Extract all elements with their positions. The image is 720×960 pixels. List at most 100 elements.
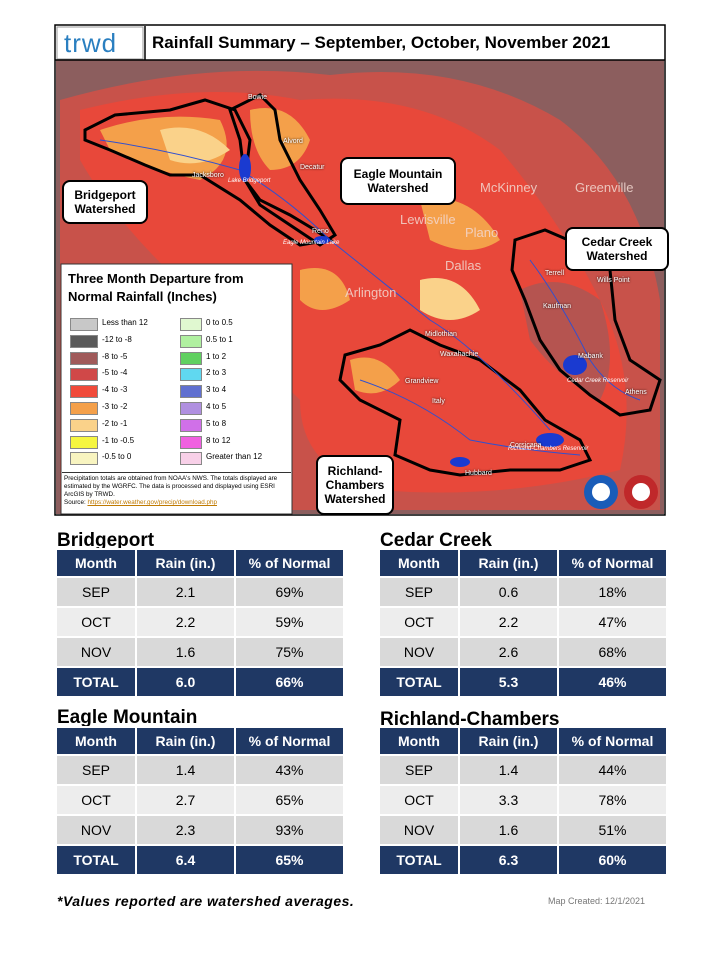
- total-cell: TOTAL: [55, 666, 137, 698]
- column-header: % of Normal: [557, 548, 668, 578]
- total-cell: 6.3: [458, 844, 559, 876]
- legend-label: -4 to -3: [102, 385, 128, 395]
- legend-swatch: [180, 351, 202, 365]
- legend-label: -12 to -8: [102, 334, 132, 344]
- column-header: Rain (in.): [135, 548, 236, 578]
- legend-swatch: [70, 452, 98, 466]
- data-table: Month Rain (in.)% of Normal SEP 2.1 69% OCT 2.…: [55, 548, 345, 698]
- total-cell: 5.3: [458, 666, 559, 698]
- city-label: Corsicana: [510, 442, 542, 449]
- total-cell: TOTAL: [378, 844, 460, 876]
- header-row: Month Rain (in.)% of Normal: [378, 548, 668, 578]
- total-cell: TOTAL: [378, 666, 460, 698]
- city-label: Reno: [312, 228, 329, 235]
- column-header: Month: [55, 726, 137, 756]
- legend-swatch: [180, 402, 202, 415]
- cell: 47%: [557, 606, 668, 638]
- source-url: https://water.weather.gov/precip/downloa…: [87, 499, 217, 506]
- legend-label: 2 to 3: [206, 368, 227, 378]
- city-label: Wills Point: [597, 277, 630, 284]
- total-cell: 66%: [234, 666, 345, 698]
- table-row: NOV 1.6 51%: [378, 814, 668, 846]
- legend-label: 0.5 to 1: [206, 334, 233, 344]
- table-row: SEP 1.4 44%: [378, 754, 668, 786]
- legend-label: -2 to -1: [102, 418, 128, 428]
- table-title: Richland-Chambers: [380, 709, 560, 730]
- total-row: TOTAL 6.3 60%: [378, 844, 668, 876]
- lake-label: Lake Bridgeport: [228, 178, 271, 184]
- column-header: Rain (in.): [458, 548, 559, 578]
- cell: 2.1: [135, 576, 236, 608]
- total-row: TOTAL 6.0 66%: [55, 666, 345, 698]
- place-label: Dallas: [445, 258, 482, 273]
- column-header: % of Normal: [234, 548, 345, 578]
- column-header: Month: [378, 548, 460, 578]
- source-label: Source:: [64, 499, 86, 506]
- place-label: Lewisville: [400, 212, 456, 227]
- legend-swatch: [70, 435, 98, 449]
- city-label: Decatur: [300, 164, 325, 171]
- legend-note: Precipitation totals are obtained from N…: [64, 475, 289, 507]
- cell: SEP: [378, 754, 460, 786]
- note: Precipitation totals are obtained from N…: [64, 475, 278, 498]
- city-label: Terrell: [545, 270, 565, 277]
- lake-label: Cedar Creek Reservoir: [567, 378, 629, 384]
- table-title: Bridgeport: [57, 530, 155, 551]
- header-row: Month Rain (in.)% of Normal: [55, 548, 345, 578]
- city-label: Alvord: [283, 138, 303, 145]
- legend-label: -0.5 to 0: [102, 452, 132, 462]
- cell: 59%: [234, 606, 345, 638]
- table-row: SEP 2.1 69%: [55, 576, 345, 608]
- cell: 1.6: [135, 636, 236, 668]
- legend-label: 8 to 12: [206, 435, 231, 445]
- cell: 0.6: [458, 576, 559, 608]
- data-table: Month Rain (in.)% of Normal SEP 0.6 18% OCT 2.…: [378, 548, 668, 698]
- cell: OCT: [378, 784, 460, 816]
- cell: 75%: [234, 636, 345, 668]
- cell: 43%: [234, 754, 345, 786]
- legend-swatch: [70, 351, 98, 365]
- cell: SEP: [378, 576, 460, 608]
- column-header: Month: [55, 548, 137, 578]
- table-row: OCT 2.2 47%: [378, 606, 668, 638]
- table-row: NOV 2.3 93%: [55, 814, 345, 846]
- city-label: Kaufman: [543, 303, 572, 310]
- cell: 1.6: [458, 814, 559, 846]
- legend-label: 3 to 4: [206, 385, 227, 395]
- legend-label: -3 to -2: [102, 402, 128, 411]
- total-cell: 60%: [557, 844, 668, 876]
- cell: 2.2: [135, 606, 236, 638]
- legend-swatch: [180, 418, 202, 432]
- table-row: NOV 1.6 75%: [55, 636, 345, 668]
- place-label: Plano: [465, 225, 499, 240]
- legend-swatch: [70, 402, 98, 415]
- legend-label: 5 to 8: [206, 418, 227, 428]
- cell: 3.3: [458, 784, 559, 816]
- cell: SEP: [55, 576, 137, 608]
- column-header: Month: [378, 726, 460, 756]
- legend-label: -5 to -4: [102, 368, 128, 378]
- header-row: Month Rain (in.)% of Normal: [378, 726, 668, 756]
- cell: 18%: [557, 576, 668, 608]
- legend-label: 1 to 2: [206, 351, 227, 361]
- cell: 51%: [557, 814, 668, 846]
- place-label: Greenville: [575, 180, 634, 195]
- legend-swatch: [180, 435, 202, 449]
- column-header: Rain (in.): [135, 726, 236, 756]
- legend-label: 0 to 0.5: [206, 318, 233, 327]
- legend-swatch: [70, 418, 98, 432]
- legend-swatch: [70, 334, 98, 348]
- legend-title: Three Month Departure from Normal Rainfa…: [68, 271, 244, 304]
- callout: Eagle Mountain Watershed: [340, 157, 456, 205]
- place-label: McKinney: [480, 180, 538, 195]
- cell: 65%: [234, 784, 345, 816]
- city-label: Mabank: [578, 353, 603, 360]
- logo: trwd: [64, 28, 118, 58]
- lake-label: Richland-Chambers Reservoir: [508, 446, 589, 452]
- cell: 78%: [557, 784, 668, 816]
- total-cell: 65%: [234, 844, 345, 876]
- cell: OCT: [378, 606, 460, 638]
- legend-label: Less than 12: [102, 318, 148, 327]
- city-label: Hubbard: [465, 470, 492, 477]
